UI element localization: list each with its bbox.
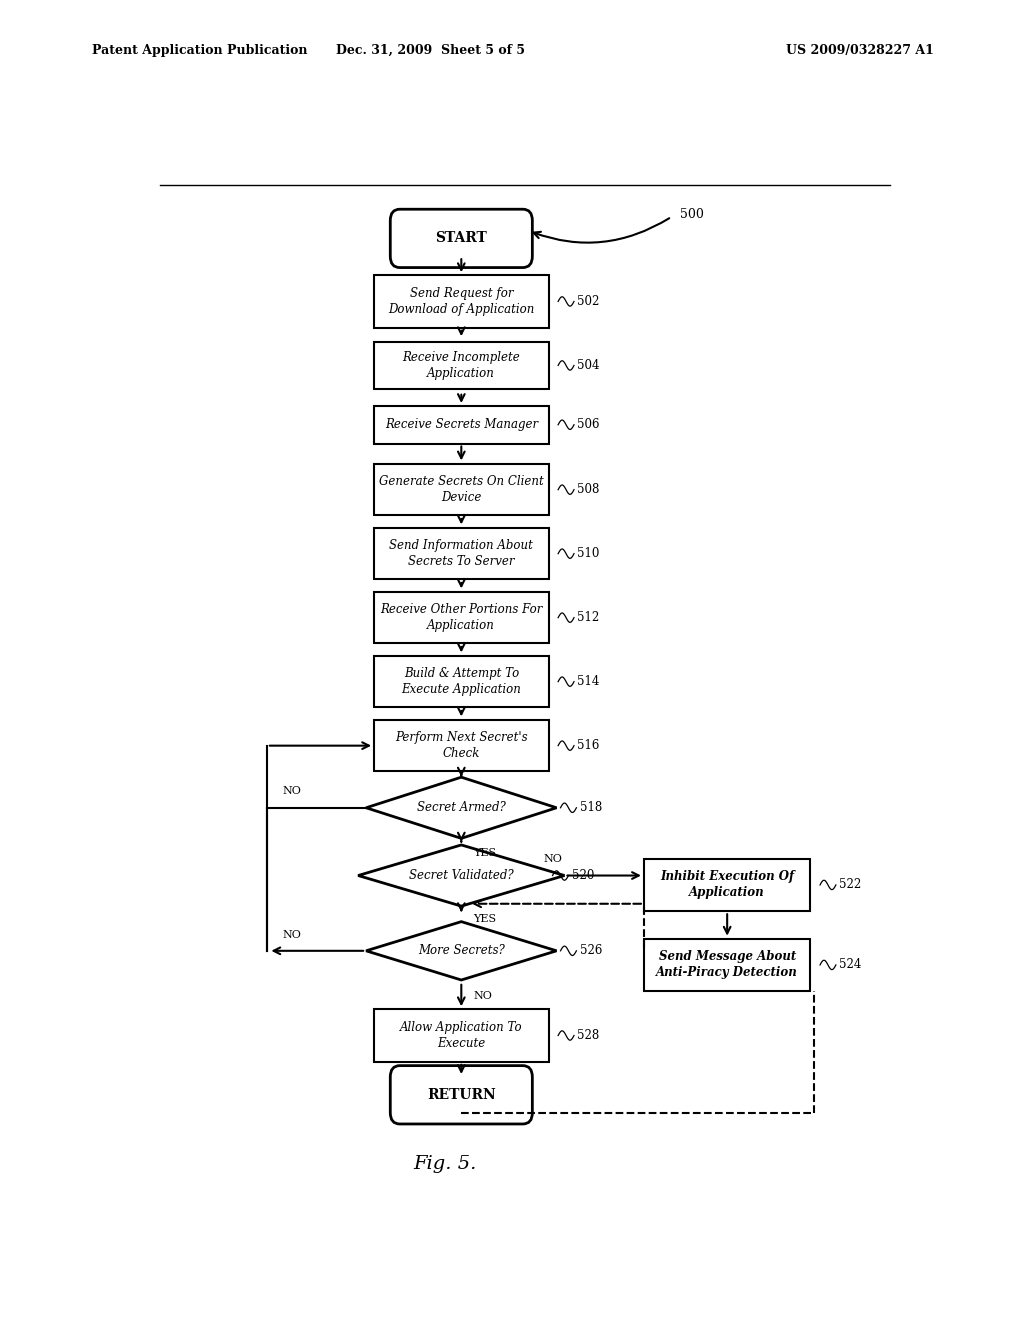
FancyBboxPatch shape xyxy=(374,721,549,771)
Text: 504: 504 xyxy=(578,359,600,372)
Text: 526: 526 xyxy=(580,944,602,957)
Text: 510: 510 xyxy=(578,548,600,560)
Text: NO: NO xyxy=(473,991,493,1002)
Text: Send Message About
Anti-Piracy Detection: Send Message About Anti-Piracy Detection xyxy=(656,950,798,979)
Text: Receive Incomplete
Application: Receive Incomplete Application xyxy=(402,351,520,380)
FancyBboxPatch shape xyxy=(644,939,811,991)
Text: 524: 524 xyxy=(839,958,861,972)
Text: NO: NO xyxy=(283,929,302,940)
Text: YES: YES xyxy=(473,849,497,858)
Polygon shape xyxy=(358,845,564,906)
Text: Secret Armed?: Secret Armed? xyxy=(417,801,506,814)
Text: Send Request for
Download of Application: Send Request for Download of Application xyxy=(388,286,535,315)
Text: US 2009/0328227 A1: US 2009/0328227 A1 xyxy=(786,44,934,57)
Text: Perform Next Secret's
Check: Perform Next Secret's Check xyxy=(395,731,527,760)
Text: Fig. 5.: Fig. 5. xyxy=(414,1155,477,1172)
Text: RETURN: RETURN xyxy=(427,1088,496,1102)
Text: 520: 520 xyxy=(571,869,594,882)
Text: Send Information About
Secrets To Server: Send Information About Secrets To Server xyxy=(389,539,534,568)
Text: Inhibit Execution Of
Application: Inhibit Execution Of Application xyxy=(660,870,795,899)
Text: 512: 512 xyxy=(578,611,599,624)
Text: NO: NO xyxy=(283,787,302,796)
Text: Receive Secrets Manager: Receive Secrets Manager xyxy=(385,418,538,432)
FancyBboxPatch shape xyxy=(374,407,549,444)
FancyBboxPatch shape xyxy=(374,275,549,327)
Text: 518: 518 xyxy=(580,801,602,814)
Text: Build & Attempt To
Execute Application: Build & Attempt To Execute Application xyxy=(401,667,521,696)
Text: 522: 522 xyxy=(839,878,861,891)
Text: Receive Other Portions For
Application: Receive Other Portions For Application xyxy=(380,603,543,632)
FancyBboxPatch shape xyxy=(644,858,811,911)
Text: 528: 528 xyxy=(578,1030,599,1041)
FancyBboxPatch shape xyxy=(374,528,549,579)
Polygon shape xyxy=(367,777,557,838)
Text: More Secrets?: More Secrets? xyxy=(418,944,505,957)
Text: 506: 506 xyxy=(578,418,600,432)
FancyBboxPatch shape xyxy=(374,656,549,708)
Text: YES: YES xyxy=(473,915,497,924)
Text: 514: 514 xyxy=(578,675,600,688)
FancyBboxPatch shape xyxy=(374,593,549,643)
Polygon shape xyxy=(367,921,557,979)
FancyBboxPatch shape xyxy=(374,465,549,515)
FancyBboxPatch shape xyxy=(374,342,549,389)
Text: START: START xyxy=(435,231,487,246)
Text: Patent Application Publication: Patent Application Publication xyxy=(92,44,307,57)
FancyBboxPatch shape xyxy=(390,1065,532,1125)
Text: Allow Application To
Execute: Allow Application To Execute xyxy=(400,1020,522,1049)
Text: NO: NO xyxy=(543,854,562,865)
FancyBboxPatch shape xyxy=(390,210,532,268)
Text: Dec. 31, 2009  Sheet 5 of 5: Dec. 31, 2009 Sheet 5 of 5 xyxy=(336,44,524,57)
Text: Secret Validated?: Secret Validated? xyxy=(409,869,514,882)
Text: 508: 508 xyxy=(578,483,600,496)
Text: 500: 500 xyxy=(680,209,703,222)
FancyBboxPatch shape xyxy=(374,1010,549,1061)
Text: Generate Secrets On Client
Device: Generate Secrets On Client Device xyxy=(379,475,544,504)
Text: 502: 502 xyxy=(578,294,600,308)
Text: 516: 516 xyxy=(578,739,600,752)
